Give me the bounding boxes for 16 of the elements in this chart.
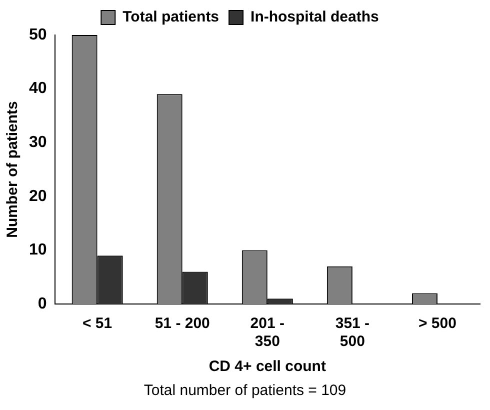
x-tick-label: 51 - 200 xyxy=(154,315,210,332)
x-tick-label: 201 - 350 xyxy=(250,315,284,350)
x-tick-label: < 51 xyxy=(82,315,112,332)
x-axis-title: CD 4+ cell count xyxy=(208,358,326,376)
y-tick-label: 10 xyxy=(29,242,47,259)
y-tick-label: 20 xyxy=(29,188,47,205)
x-tick-label: 351 - 500 xyxy=(335,315,370,350)
y-tick-label: 30 xyxy=(29,134,47,152)
text: Total number of patients = 109 xyxy=(142,382,348,399)
y-axis-title: Number of patients xyxy=(4,101,22,238)
y-tick-label: 40 xyxy=(29,80,47,98)
legend-label: Total patients xyxy=(122,8,220,26)
x-tick-label: > 500 xyxy=(418,315,456,332)
y-tick-label: 50 xyxy=(29,26,47,44)
legend-label: In-hospital deaths xyxy=(250,8,379,26)
y-tick-label: 0 xyxy=(38,295,47,312)
